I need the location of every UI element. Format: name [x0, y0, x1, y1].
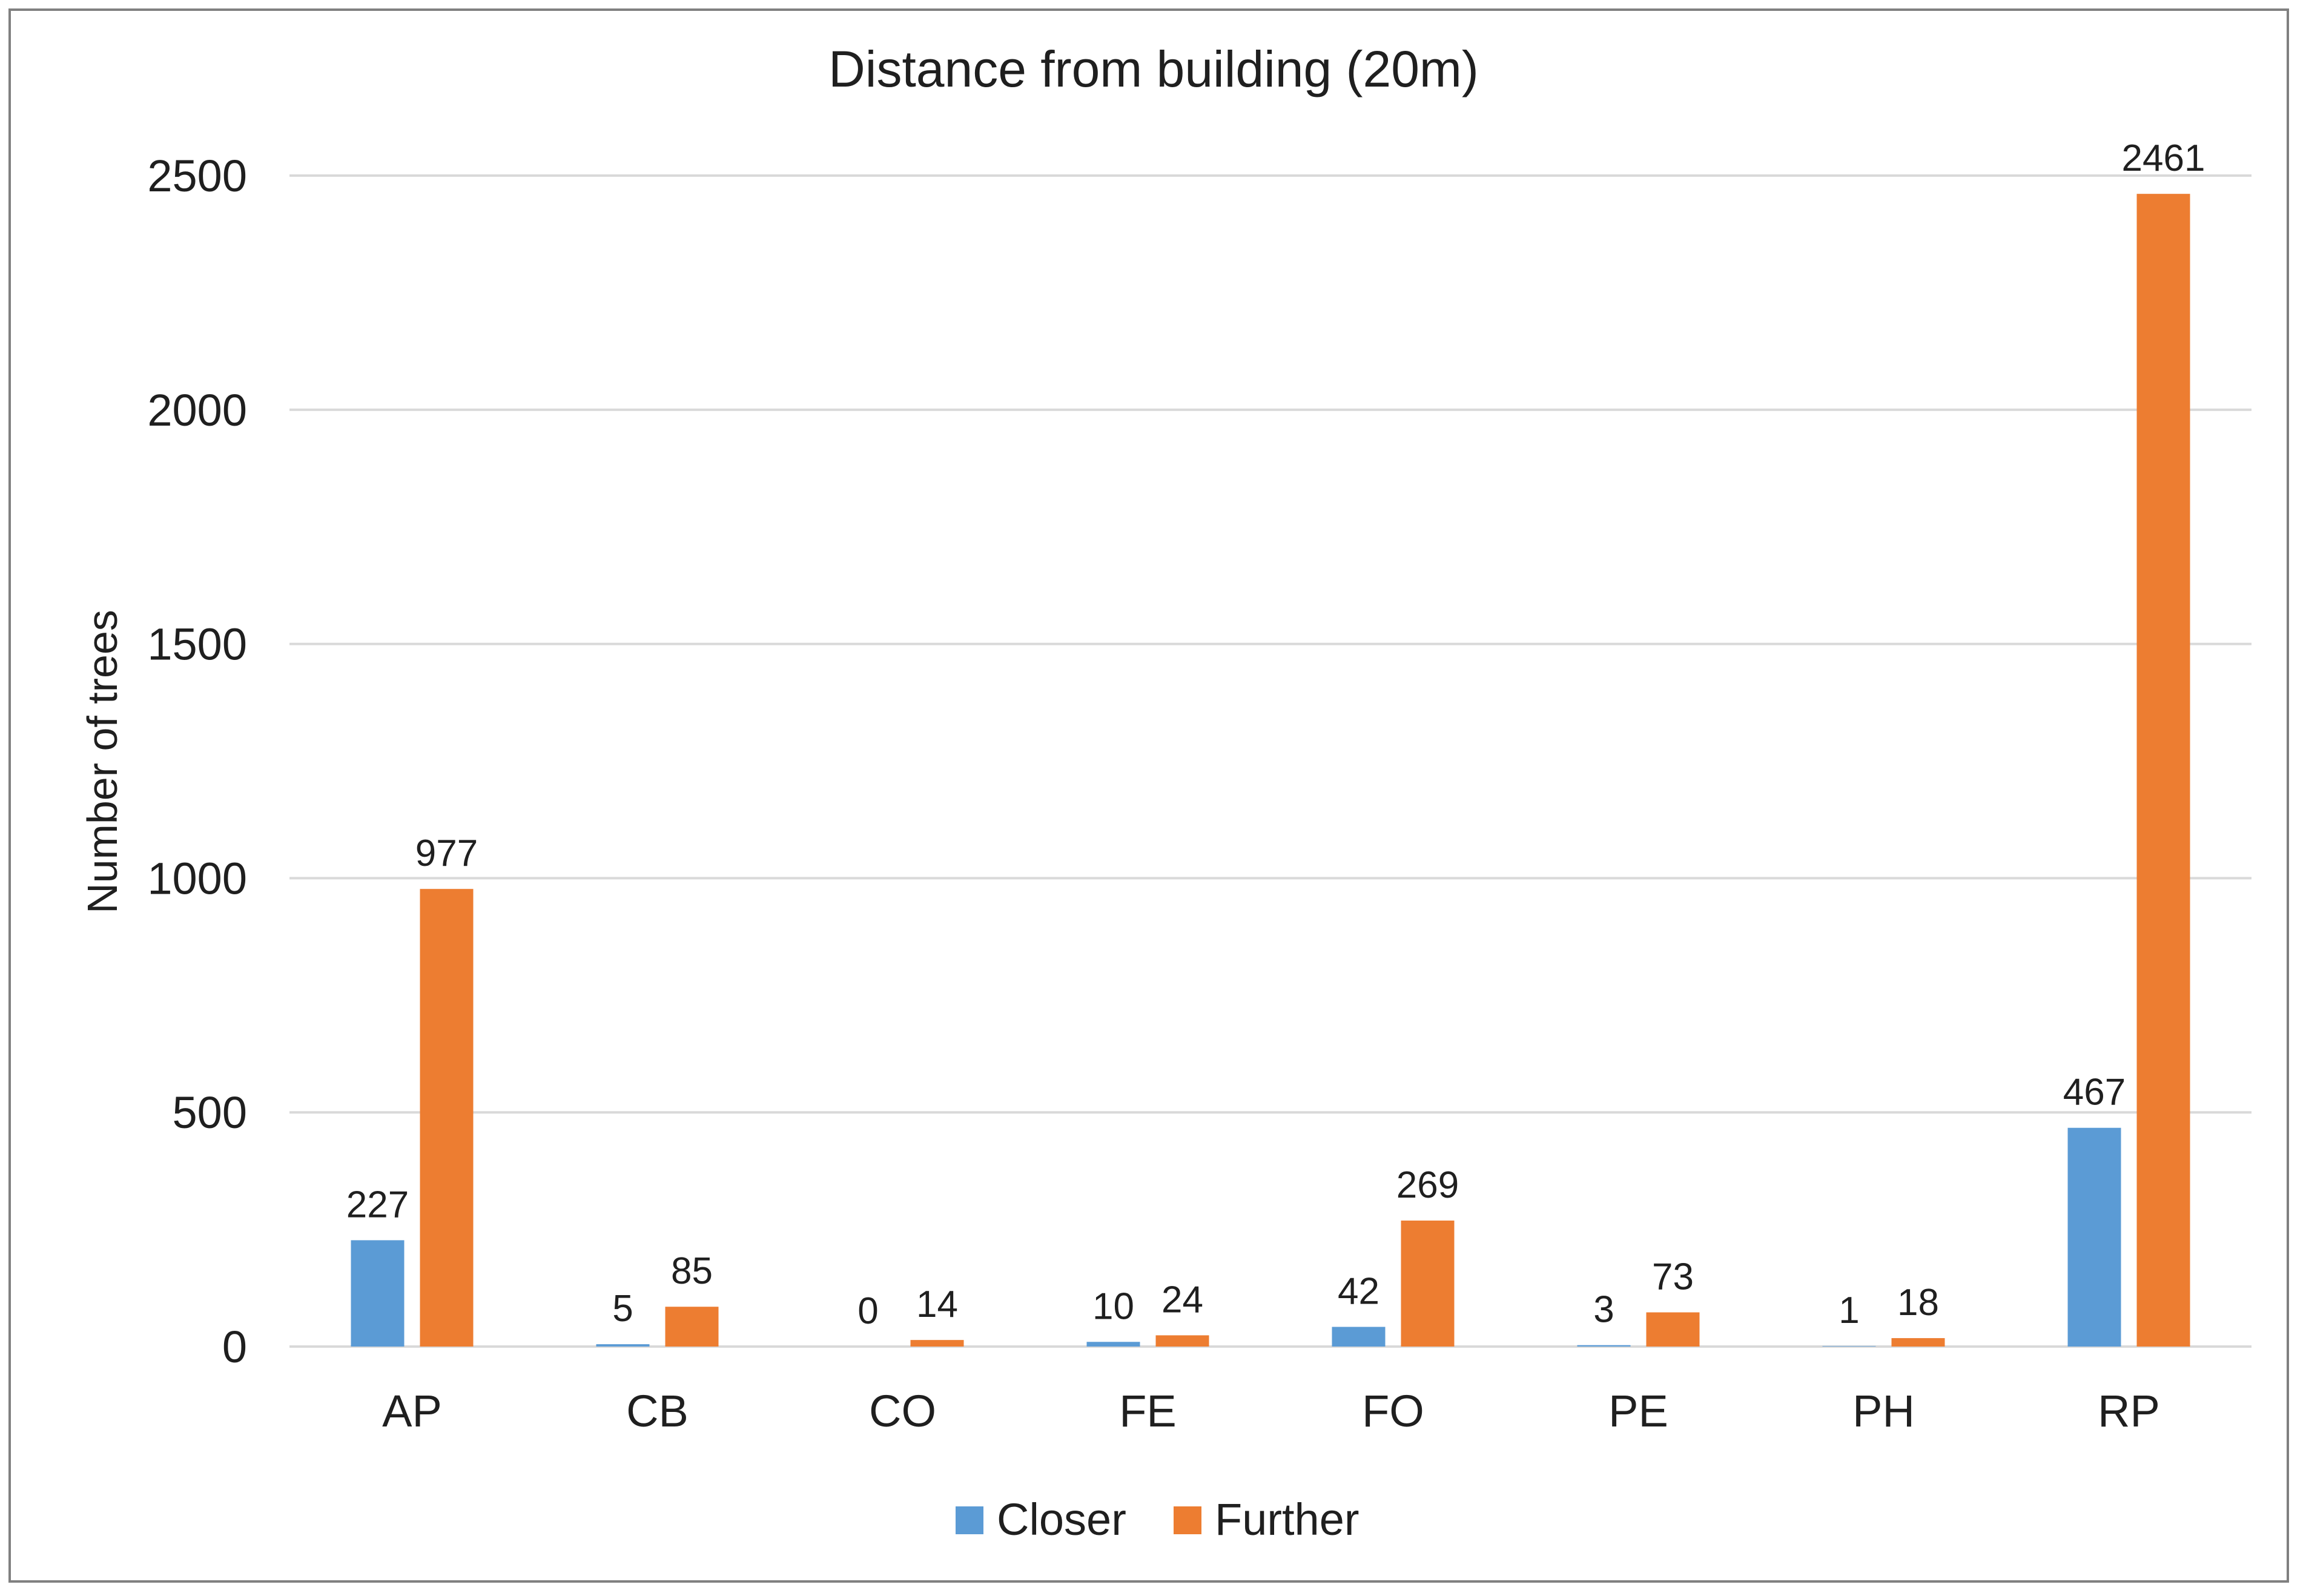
bar-further-fo: [1401, 1220, 1455, 1347]
data-label: 85: [671, 1250, 713, 1292]
legend: Closer Further: [956, 1494, 1359, 1545]
y-tick-label: 0: [222, 1322, 247, 1372]
data-label: 5: [612, 1288, 633, 1330]
data-label: 227: [346, 1184, 409, 1225]
legend-label-closer: Closer: [997, 1494, 1126, 1545]
bar-closer-pe: [1577, 1345, 1631, 1347]
chart-title: Distance from building (20m): [828, 41, 1479, 97]
y-tick-label: 2000: [147, 385, 247, 435]
x-tick-label: CO: [869, 1386, 936, 1436]
data-label: 467: [2063, 1072, 2126, 1113]
bar-closer-fe: [1086, 1342, 1140, 1347]
bar-closer-ap: [351, 1240, 405, 1347]
data-label: 24: [1161, 1279, 1203, 1321]
bar-further-pe: [1646, 1312, 1700, 1347]
bar-further-co: [910, 1340, 964, 1347]
x-tick-label: CB: [626, 1386, 689, 1436]
bar-further-rp: [2136, 194, 2190, 1347]
data-label: 10: [1092, 1285, 1134, 1327]
data-label: 2461: [2122, 137, 2205, 179]
y-axis-ticks: 0 500 1000 1500 2000 2500: [147, 151, 247, 1372]
bar-closer-fo: [1332, 1327, 1386, 1347]
bar-further-cb: [665, 1307, 719, 1347]
chart-frame: Distance from building (20m) Number of t…: [8, 8, 2289, 1583]
legend-swatch-further: [1174, 1506, 1201, 1534]
x-axis-ticks: AP CB CO FE FO PE PH RP: [382, 1386, 2160, 1436]
data-label: 14: [916, 1284, 958, 1325]
grid-layer: [289, 174, 2251, 1348]
y-axis-label: Number of trees: [79, 610, 126, 914]
bar-further-ph: [1891, 1338, 1945, 1347]
bar-closer-cb: [596, 1344, 650, 1347]
y-tick-label: 500: [173, 1087, 247, 1138]
bar-closer-ph: [1822, 1346, 1876, 1347]
x-tick-label: PH: [1852, 1386, 1915, 1436]
data-label: 977: [415, 833, 478, 874]
data-label: 3: [1593, 1289, 1614, 1331]
legend-label-further: Further: [1215, 1494, 1359, 1545]
data-label: 1: [1839, 1290, 1859, 1331]
y-tick-label: 1000: [147, 853, 247, 903]
x-tick-label: RP: [2098, 1386, 2160, 1436]
x-tick-label: PE: [1608, 1386, 1668, 1436]
x-tick-label: AP: [382, 1386, 442, 1436]
data-label: 73: [1652, 1256, 1694, 1298]
bar-further-fe: [1155, 1335, 1209, 1347]
x-tick-label: FO: [1362, 1386, 1424, 1436]
data-labels: 227 977 5 85 0 14 10 24 42 269 3 73 1 18 467 2461: [346, 137, 2205, 1332]
data-label: 269: [1396, 1164, 1459, 1206]
legend-swatch-closer: [956, 1506, 983, 1534]
bar-further-ap: [420, 889, 474, 1347]
data-label: 42: [1338, 1271, 1379, 1313]
bar-chart: Distance from building (20m) Number of t…: [79, 41, 2251, 1545]
bars: [351, 194, 2190, 1347]
data-label: 0: [857, 1290, 878, 1332]
y-tick-label: 2500: [147, 151, 247, 201]
data-label: 18: [1897, 1282, 1939, 1324]
x-tick-label: FE: [1119, 1386, 1177, 1436]
bar-closer-rp: [2067, 1127, 2121, 1347]
y-tick-label: 1500: [147, 619, 247, 670]
